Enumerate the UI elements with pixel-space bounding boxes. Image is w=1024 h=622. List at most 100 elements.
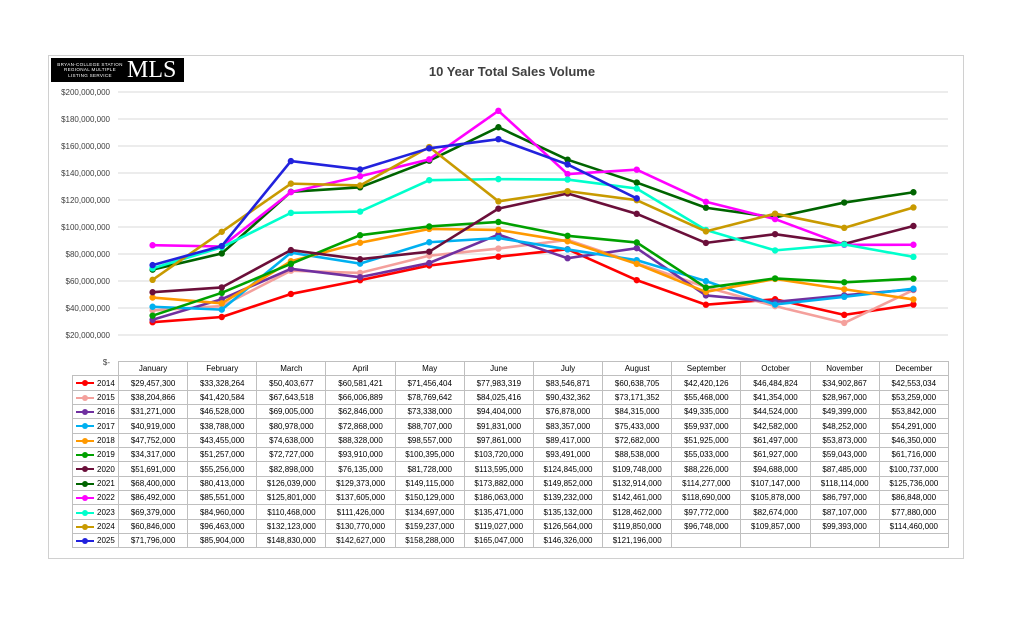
table-cell: $47,752,000 xyxy=(117,432,189,449)
table-cell: $53,259,000 xyxy=(878,389,949,406)
table-cell: $129,373,000 xyxy=(325,475,396,492)
table-cell: $86,848,000 xyxy=(878,490,949,506)
table-cell: $109,748,000 xyxy=(602,461,673,477)
table-row: 2016 $31,271,000 $46,528,000 $69,005,000 $62… xyxy=(72,404,949,420)
table-cell: $59,043,000 xyxy=(809,447,880,463)
table-cell: $94,688,000 xyxy=(740,461,811,477)
data-point-2024 xyxy=(910,204,917,211)
legend-entry: 2015 xyxy=(72,389,119,406)
series-line-2023 xyxy=(152,177,914,270)
y-tick-label: $100,000,000 xyxy=(61,223,110,232)
table-cell: $55,468,000 xyxy=(671,389,742,406)
legend-entry: 2017 xyxy=(72,418,119,434)
table-cell: $98,557,000 xyxy=(394,432,465,449)
legend-label: 2024 xyxy=(97,521,115,531)
legend-label: 2014 xyxy=(97,378,115,388)
data-point-2017 xyxy=(564,246,571,253)
table-cell: $53,873,000 xyxy=(809,432,880,449)
table-cell: $60,581,421 xyxy=(325,375,396,391)
data-point-2020 xyxy=(495,205,502,212)
table-cell: $89,417,000 xyxy=(532,432,604,449)
data-point-2020 xyxy=(702,239,710,247)
table-cell: $59,937,000 xyxy=(671,418,742,434)
legend-entry: 2024 xyxy=(72,518,119,535)
table-cell: $91,831,000 xyxy=(463,418,534,434)
table-cell: $69,379,000 xyxy=(117,504,189,520)
table-cell: $149,852,000 xyxy=(532,475,604,492)
table-cell: $130,770,000 xyxy=(325,518,396,535)
legend-entry: 2018 xyxy=(72,432,119,449)
series-line-2024 xyxy=(151,145,914,281)
data-point-2020 xyxy=(218,284,225,291)
table-cell: $132,123,000 xyxy=(256,518,327,535)
data-point-2016 xyxy=(287,265,295,273)
table-cell: $142,627,000 xyxy=(325,533,396,549)
table-cell: $72,727,000 xyxy=(256,447,327,463)
table-cell: $119,027,000 xyxy=(463,518,534,535)
table-cell: $84,025,416 xyxy=(463,389,534,406)
data-point-2017 xyxy=(495,234,502,242)
data-point-2019 xyxy=(426,223,433,230)
table-row: 2018 $47,752,000 $43,455,000 $74,638,000 $88… xyxy=(72,432,949,449)
table-row: 2022 $86,492,000 $85,551,000 $125,801,000 $1… xyxy=(72,490,949,506)
legend-entry: 2022 xyxy=(72,490,119,506)
table-cell: $48,252,000 xyxy=(809,418,880,434)
table-cell: $139,232,000 xyxy=(532,490,604,506)
table-cell: $78,769,642 xyxy=(394,389,465,406)
data-point-2023 xyxy=(426,176,433,184)
table-cell: $41,420,584 xyxy=(187,389,258,406)
table-cell: $121,196,000 xyxy=(602,533,673,549)
data-point-2016 xyxy=(356,273,364,281)
table-cell: $97,861,000 xyxy=(463,432,534,449)
data-point-2024 xyxy=(149,276,156,284)
month-header: August xyxy=(602,360,673,377)
data-point-2019 xyxy=(356,232,364,239)
legend-label: 2020 xyxy=(97,464,115,474)
table-cell: $44,524,000 xyxy=(740,404,811,420)
data-point-2019 xyxy=(564,232,571,239)
table-cell: $96,748,000 xyxy=(671,518,742,535)
legend-label: 2021 xyxy=(97,478,115,488)
table-row: 2017 $40,919,000 $38,788,000 $80,978,000 $72… xyxy=(72,418,949,434)
data-point-2020 xyxy=(771,230,779,238)
data-point-2014 xyxy=(702,301,710,308)
table-cell xyxy=(878,533,949,549)
table-cell: $126,039,000 xyxy=(256,475,327,492)
legend-entry: 2016 xyxy=(72,404,119,420)
data-point-2015 xyxy=(495,245,502,252)
data-point-2021 xyxy=(218,250,225,257)
table-cell: $85,904,000 xyxy=(187,533,258,549)
table-cell: $72,682,000 xyxy=(602,432,673,449)
data-point-2019 xyxy=(910,275,917,282)
data-point-2020 xyxy=(287,246,295,254)
table-row: 2025 $71,796,000 $85,904,000 $148,830,000 $1… xyxy=(72,533,949,549)
table-cell: $55,256,000 xyxy=(187,461,258,477)
data-point-2023 xyxy=(841,241,848,248)
legend-key xyxy=(75,480,95,488)
month-header: December xyxy=(878,360,949,377)
y-tick-label: $80,000,000 xyxy=(66,250,111,259)
table-cell: $80,413,000 xyxy=(187,475,258,492)
table-cell: $33,328,264 xyxy=(187,375,258,391)
table-cell: $74,638,000 xyxy=(256,432,327,449)
data-point-2021 xyxy=(841,199,848,206)
data-point-2024 xyxy=(771,210,779,217)
table-cell: $90,432,362 xyxy=(532,389,604,406)
table-cell: $100,395,000 xyxy=(394,447,465,463)
data-point-2024 xyxy=(495,198,502,205)
logo-big-text: MLS xyxy=(127,57,177,83)
table-cell: $146,326,000 xyxy=(532,533,604,549)
month-header: February xyxy=(187,360,258,377)
table-cell: $93,491,000 xyxy=(532,447,604,463)
table-cell: $49,335,000 xyxy=(671,404,742,420)
data-point-2023 xyxy=(495,175,502,183)
legend-key xyxy=(75,537,95,545)
table-cell: $103,720,000 xyxy=(463,447,534,463)
y-tick-label: $160,000,000 xyxy=(61,142,110,151)
data-point-2022 xyxy=(287,188,295,196)
series-line-2016 xyxy=(152,233,914,322)
data-point-2014 xyxy=(287,290,295,298)
data-point-2025 xyxy=(218,242,225,250)
table-cell: $83,546,871 xyxy=(532,375,604,391)
data-point-2019 xyxy=(287,260,295,268)
